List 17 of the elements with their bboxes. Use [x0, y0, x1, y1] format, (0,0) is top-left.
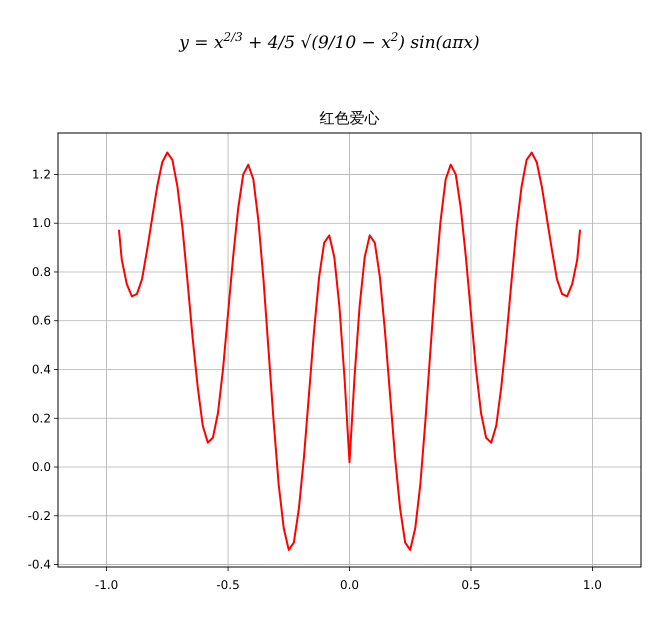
chart-title: 红色爱心	[320, 109, 380, 127]
x-tick-label: -1.0	[94, 578, 118, 592]
y-tick-label: 0.6	[32, 314, 51, 328]
y-tick-label: 0.0	[32, 460, 51, 474]
text: y = x$^{2/3}$ + 4/5 √(9/10 − x$^{2}$) sin(aπx)	[178, 30, 480, 53]
y-tick-label: -0.2	[28, 508, 51, 523]
y-tick-label: 1.2	[32, 167, 51, 182]
x-tick-label: -0.5	[216, 578, 240, 592]
y-tick-label: 0.4	[32, 362, 51, 377]
y-tick-label: 0.2	[32, 411, 51, 426]
y-tick-label: 0.8	[32, 264, 51, 279]
x-tick-label: 0.0	[340, 578, 360, 592]
y-tick-label: 1.0	[32, 216, 51, 230]
x-tick-label: 1.0	[582, 578, 602, 592]
y-tick-label: -0.4	[28, 558, 51, 572]
x-tick-label: 0.5	[461, 578, 481, 592]
line-series	[118, 152, 581, 551]
